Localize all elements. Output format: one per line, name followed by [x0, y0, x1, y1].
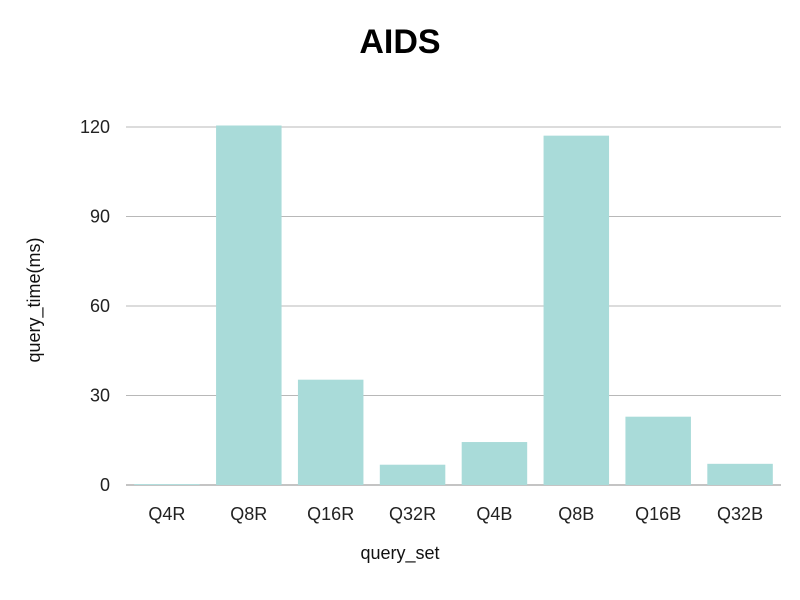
x-tick-label: Q8B	[558, 504, 594, 524]
bar-q32b	[707, 463, 773, 485]
y-tick-label: 60	[90, 296, 110, 316]
y-tick-label: 90	[90, 207, 110, 227]
bar-q8b	[543, 135, 610, 485]
x-tick-label: Q4B	[476, 504, 512, 524]
y-axis-label: query_time(ms)	[24, 237, 45, 362]
x-tick-label: Q16R	[307, 504, 354, 524]
bar-q4b	[461, 442, 528, 485]
x-tick-label: Q16B	[635, 504, 681, 524]
x-tick-label: Q32R	[389, 504, 436, 524]
y-tick-label: 120	[80, 117, 110, 137]
chart-title: AIDS	[359, 23, 440, 61]
x-axis-ticks: Q4R Q8R Q16R Q32R Q4B Q8B Q16B Q32B	[148, 504, 763, 524]
bar-q8r	[216, 125, 282, 485]
bar-q16b	[625, 416, 691, 485]
bars	[134, 125, 773, 485]
bar-q4r	[134, 484, 200, 485]
x-tick-label: Q8R	[230, 504, 267, 524]
y-tick-label: 30	[90, 386, 110, 406]
y-tick-label: 0	[100, 475, 110, 495]
x-tick-label: Q4R	[148, 504, 185, 524]
x-axis-label: query_set	[360, 543, 439, 564]
bar-q16r	[297, 379, 364, 485]
y-axis-ticks: 0 30 60 90 120	[80, 117, 110, 495]
bar-q32r	[379, 464, 446, 485]
x-tick-label: Q32B	[717, 504, 763, 524]
